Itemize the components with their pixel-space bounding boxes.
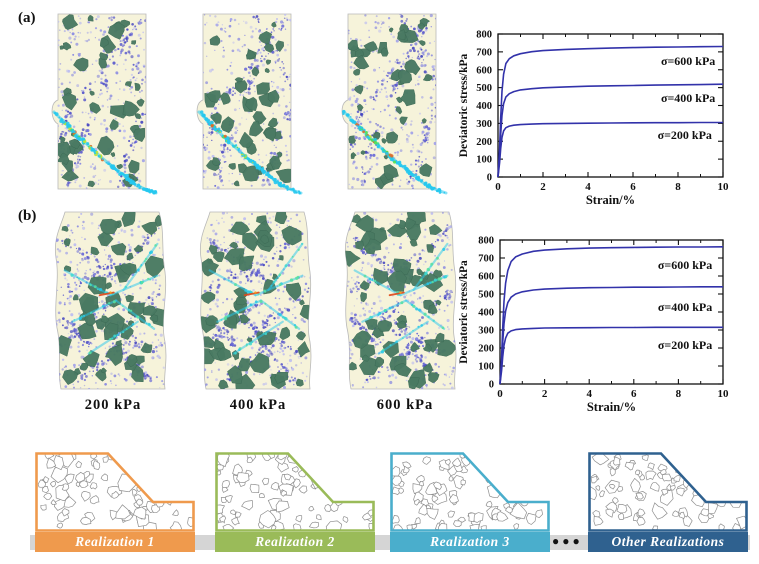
svg-text:2: 2: [542, 388, 548, 400]
svg-text:σ=200 kPa: σ=200 kPa: [658, 128, 712, 142]
svg-text:700: 700: [476, 47, 492, 58]
svg-text:100: 100: [478, 362, 494, 373]
svg-text:4: 4: [585, 181, 591, 193]
realization-slope-1: [35, 452, 195, 532]
specimen-a-600kpa: [341, 13, 448, 195]
svg-text:500: 500: [478, 290, 494, 301]
svg-text:σ=200 kPa: σ=200 kPa: [658, 338, 712, 352]
svg-text:Deviatoric stress/kPa: Deviatoric stress/kPa: [458, 260, 470, 364]
svg-text:200: 200: [478, 344, 494, 355]
svg-text:0: 0: [489, 380, 494, 391]
svg-text:2: 2: [540, 181, 546, 193]
svg-text:σ=600 kPa: σ=600 kPa: [661, 54, 715, 68]
specimen-b-400kpa: [199, 211, 312, 390]
confining-pressure-caption-400: 400 kPa: [229, 397, 287, 413]
confining-pressure-caption-600: 600 kPa: [376, 397, 434, 413]
svg-text:6: 6: [630, 181, 636, 193]
svg-text:σ=600 kPa: σ=600 kPa: [658, 258, 712, 272]
specimen-a-400kpa: [196, 13, 303, 195]
realization-slope-other: [588, 452, 748, 532]
svg-text:8: 8: [676, 388, 682, 400]
svg-text:700: 700: [478, 254, 494, 265]
svg-text:0: 0: [487, 173, 492, 184]
svg-text:6: 6: [631, 388, 637, 400]
svg-text:400: 400: [476, 101, 492, 112]
svg-text:Strain/%: Strain/%: [587, 400, 636, 414]
panel-a-label: (a): [18, 10, 36, 26]
svg-text:σ=400 kPa: σ=400 kPa: [661, 91, 715, 105]
svg-text:500: 500: [476, 83, 492, 94]
svg-text:Deviatoric stress/kPa: Deviatoric stress/kPa: [458, 53, 470, 157]
svg-text:100: 100: [476, 155, 492, 166]
svg-text:400: 400: [478, 308, 494, 319]
svg-text:0: 0: [495, 181, 501, 193]
ellipsis-dots: ●●●: [552, 534, 583, 548]
svg-text:σ=400 kPa: σ=400 kPa: [658, 300, 712, 314]
panel-b-label: (b): [18, 208, 37, 224]
svg-text:Strain/%: Strain/%: [586, 193, 635, 207]
svg-text:600: 600: [476, 65, 492, 76]
realization-banner-1: Realization 1: [35, 532, 195, 552]
specimen-a-200kpa: [51, 13, 158, 195]
svg-text:10: 10: [718, 181, 730, 193]
stress-strain-chart-b: 0 2 4 6 8 100100200300400500600700800Strain/%…: [458, 236, 730, 415]
svg-text:300: 300: [476, 119, 492, 130]
confining-pressure-caption-200: 200 kPa: [84, 397, 142, 413]
svg-text:4: 4: [586, 388, 592, 400]
svg-text:0: 0: [497, 388, 503, 400]
specimen-b-200kpa: [54, 211, 167, 390]
svg-text:300: 300: [478, 326, 494, 337]
svg-text:800: 800: [476, 30, 492, 41]
stress-strain-chart-a: 0 2 4 6 8 100100200300400500600700800Strain/%…: [458, 30, 730, 208]
realization-banner-3: Realization 3: [390, 532, 550, 552]
realization-slope-3: [390, 452, 550, 532]
svg-text:200: 200: [476, 137, 492, 148]
svg-text:800: 800: [478, 236, 494, 247]
realization-banner-other: Other Realizations: [588, 532, 748, 552]
specimen-b-600kpa: [344, 211, 457, 390]
svg-text:600: 600: [478, 272, 494, 283]
svg-text:10: 10: [718, 388, 730, 400]
realization-slope-2: [215, 452, 375, 532]
realization-banner-2: Realization 2: [215, 532, 375, 552]
svg-text:8: 8: [675, 181, 681, 193]
